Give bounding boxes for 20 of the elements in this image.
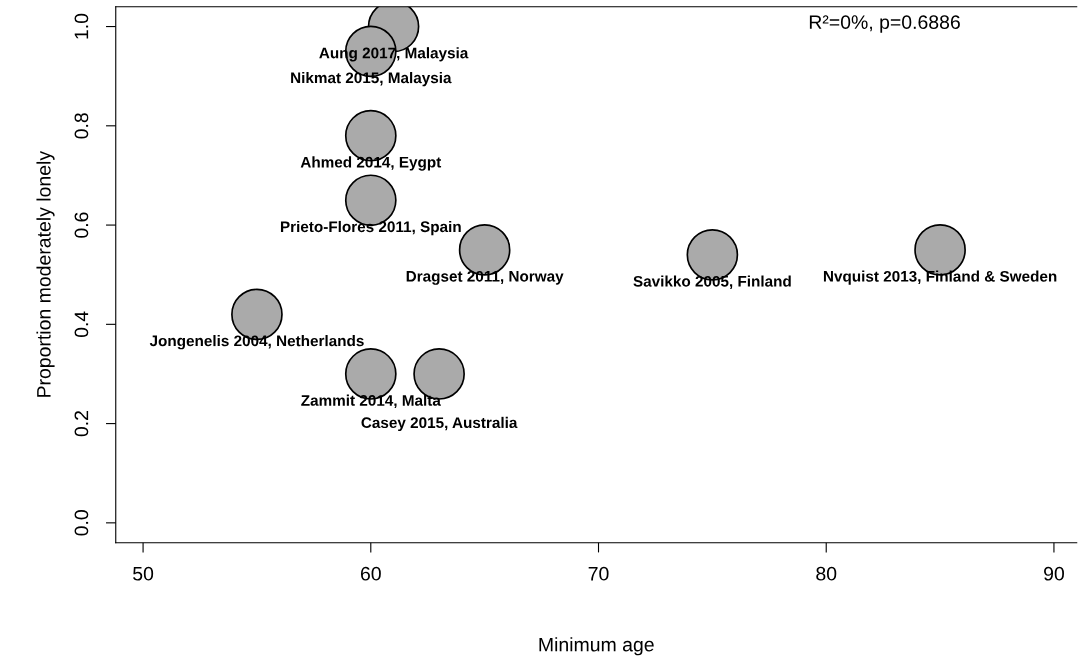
y-tick-label: 0.0 — [74, 510, 89, 536]
x-tick-label: 80 — [816, 566, 837, 581]
annotation: Casey 2015, Australia — [361, 416, 518, 432]
annotation: Prieto-Flores 2011, Spain — [280, 220, 461, 236]
annotation: Jongenelis 2004, Netherlands — [149, 335, 364, 350]
x-axis-title: Minimum age — [539, 637, 654, 656]
annotation: Nikmat 2015, Malaysia — [291, 72, 452, 87]
annotation: R²=0%, p=0.6886 — [809, 15, 960, 33]
y-axis-title: Proportion moderately lonely — [36, 150, 55, 397]
y-tick-label: 0.6 — [74, 212, 89, 238]
y-tick-label: 0.2 — [74, 411, 89, 437]
annotation: Nvquist 2013, Finland & Sweden — [823, 270, 1057, 285]
x-tick-label: 60 — [360, 566, 381, 581]
annotation: Zammit 2014, Malta — [301, 394, 441, 409]
x-tick-label: 50 — [133, 566, 154, 581]
y-tick-label: 0.8 — [74, 113, 89, 139]
x-tick-label: 90 — [1044, 566, 1064, 581]
y-tick-label: 1.0 — [74, 13, 89, 39]
y-tick-label: 0.4 — [74, 311, 89, 338]
x-tick-label: 70 — [588, 566, 609, 581]
